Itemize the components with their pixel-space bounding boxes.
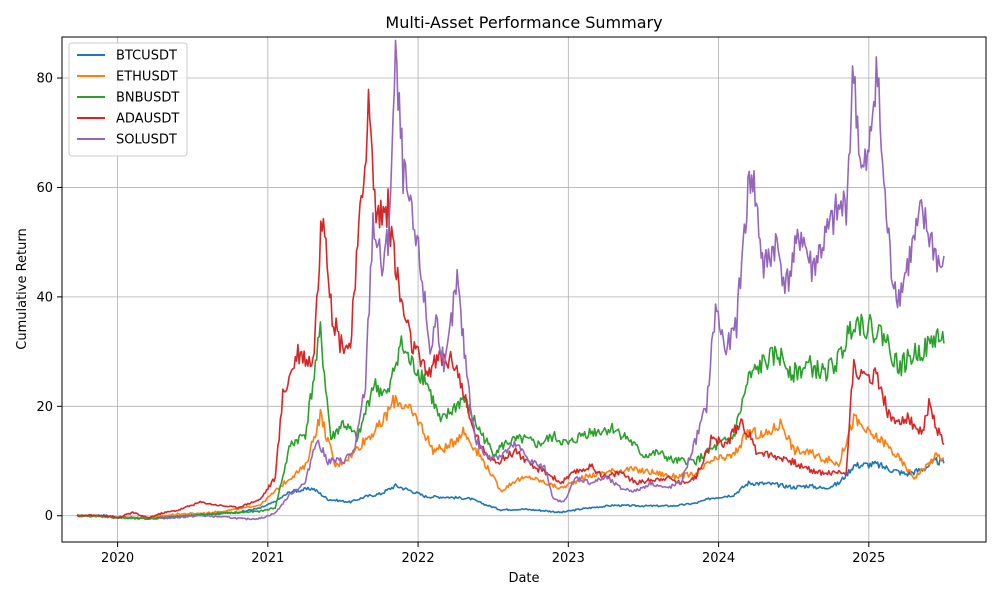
y-tick-label: 0 <box>45 509 53 524</box>
ticks-layer: 2020 2021 2022 2023 2024 2025 0 20 40 60 80 <box>36 72 885 566</box>
x-tick-label: 2022 <box>402 551 435 566</box>
y-tick-label: 60 <box>36 181 53 196</box>
legend-label-bnbusdt: BNBUSDT <box>116 91 179 106</box>
legend-label-btcusdt: BTCUSDT <box>116 49 177 64</box>
legend-label-solusdt: SOLUSDT <box>116 133 177 148</box>
x-tick-label: 2021 <box>251 551 284 566</box>
x-tick-label: 2024 <box>702 551 735 566</box>
legend-label-ethusdt: ETHUSDT <box>116 70 178 85</box>
y-tick-label: 20 <box>36 400 53 415</box>
legend-box <box>68 42 188 157</box>
legend-label-adausdt: ADAUSDT <box>116 112 179 127</box>
x-tick-label: 2023 <box>552 551 585 566</box>
x-tick-label: 2025 <box>852 551 885 566</box>
legend: BTCUSDT ETHUSDT BNBUSDT ADAUSDT SOLUSDT <box>68 42 188 157</box>
series-line-ethusdt <box>76 394 944 520</box>
series-line-solusdt <box>159 39 945 521</box>
y-tick-label: 40 <box>36 290 53 305</box>
x-tick-label: 2020 <box>101 551 134 566</box>
series-layer <box>76 39 945 521</box>
y-tick-label: 80 <box>36 72 53 87</box>
chart-title: Multi-Asset Performance Summary <box>385 13 662 32</box>
x-axis-label: Date <box>508 571 539 586</box>
plot-frame <box>61 36 987 543</box>
series-line-adausdt <box>76 88 945 519</box>
y-axis-label: Cumulative Return <box>15 228 30 349</box>
grid-layer <box>62 37 986 542</box>
